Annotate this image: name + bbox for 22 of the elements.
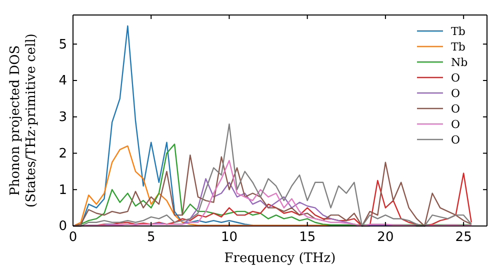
x-tick-label: 0 [68,230,78,246]
y-tick-label: 5 [58,37,67,52]
x-axis-title: Frequency (THz) [224,251,336,266]
legend-label: O [451,102,460,116]
y-tick-label: 3 [58,110,67,126]
legend-label: O [451,72,460,84]
legend-label: O [451,87,460,100]
x-tick-label: 10 [220,230,238,246]
legend-label: Tb [451,40,466,54]
legend-label: O [451,118,460,131]
x-tick-label: 25 [455,230,472,246]
x-tick-label: 5 [146,230,156,246]
x-tick-label: 20 [377,230,394,246]
y-tick-label: 2 [58,146,67,162]
y-tick-label: 4 [58,74,67,89]
legend-label: Nb [451,56,468,69]
y-tick-label: 1 [58,182,67,198]
legend-label: O [451,134,460,146]
y-tick-label: 0 [58,219,67,234]
x-tick-label: 15 [299,230,316,246]
y-axis-title: Phonon projected DOS (States/THz·primitive cell) [8,33,39,208]
legend-label: Tb [451,25,466,38]
